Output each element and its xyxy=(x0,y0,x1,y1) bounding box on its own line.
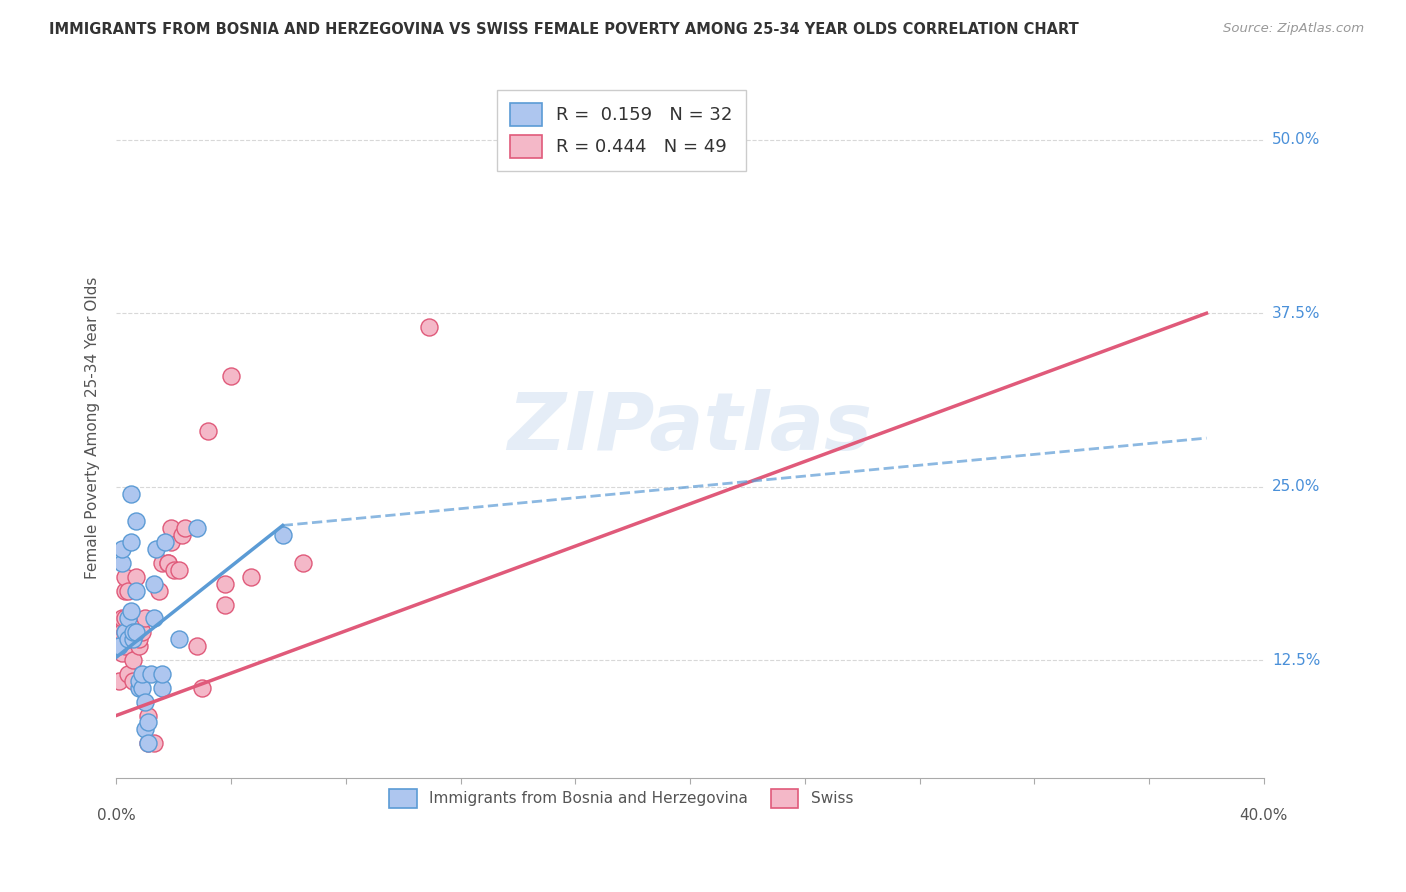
Point xyxy=(108,625,131,640)
Point xyxy=(125,514,148,528)
Point xyxy=(186,639,208,653)
Point xyxy=(163,563,186,577)
Point xyxy=(108,632,131,647)
Point xyxy=(111,542,134,557)
Point xyxy=(128,681,150,695)
Point xyxy=(117,666,139,681)
Point xyxy=(131,681,153,695)
Point xyxy=(136,736,159,750)
Point xyxy=(197,424,219,438)
Text: 0.0%: 0.0% xyxy=(97,808,135,823)
Point xyxy=(111,611,134,625)
Point xyxy=(136,715,159,730)
Point xyxy=(128,639,150,653)
Point xyxy=(111,625,134,640)
Point xyxy=(125,625,148,640)
Point xyxy=(114,570,136,584)
Point xyxy=(117,632,139,647)
Point xyxy=(120,486,142,500)
Point xyxy=(418,320,440,334)
Point xyxy=(191,681,214,695)
Point xyxy=(169,632,191,647)
Point xyxy=(169,563,191,577)
Point xyxy=(122,653,145,667)
Point xyxy=(114,611,136,625)
Point xyxy=(593,133,616,147)
Point xyxy=(114,625,136,640)
Text: 25.0%: 25.0% xyxy=(1272,479,1320,494)
Point xyxy=(114,583,136,598)
Point xyxy=(136,736,159,750)
Text: 50.0%: 50.0% xyxy=(1272,132,1320,147)
Point xyxy=(291,556,314,570)
Point xyxy=(159,521,181,535)
Point xyxy=(134,611,156,625)
Point xyxy=(240,570,263,584)
Point xyxy=(150,666,173,681)
Point xyxy=(122,625,145,640)
Point xyxy=(120,535,142,549)
Point xyxy=(122,673,145,688)
Text: IMMIGRANTS FROM BOSNIA AND HERZEGOVINA VS SWISS FEMALE POVERTY AMONG 25-34 YEAR : IMMIGRANTS FROM BOSNIA AND HERZEGOVINA V… xyxy=(49,22,1078,37)
Point xyxy=(186,521,208,535)
Point xyxy=(120,625,142,640)
Text: ZIPatlas: ZIPatlas xyxy=(508,389,873,467)
Point xyxy=(153,535,176,549)
Point xyxy=(114,639,136,653)
Point xyxy=(131,625,153,640)
Point xyxy=(108,639,131,653)
Point xyxy=(122,632,145,647)
Point xyxy=(117,583,139,598)
Point xyxy=(150,556,173,570)
Point xyxy=(142,611,165,625)
Point xyxy=(111,632,134,647)
Point xyxy=(172,528,194,542)
Text: 37.5%: 37.5% xyxy=(1272,306,1320,321)
Text: Source: ZipAtlas.com: Source: ZipAtlas.com xyxy=(1223,22,1364,36)
Point xyxy=(131,666,153,681)
Point xyxy=(156,556,179,570)
Point xyxy=(139,666,162,681)
Point xyxy=(271,528,294,542)
Point xyxy=(150,681,173,695)
Point xyxy=(117,611,139,625)
Text: 12.5%: 12.5% xyxy=(1272,653,1320,667)
Point xyxy=(148,583,170,598)
Point xyxy=(136,708,159,723)
Y-axis label: Female Poverty Among 25-34 Year Olds: Female Poverty Among 25-34 Year Olds xyxy=(86,277,100,579)
Point xyxy=(219,368,242,383)
Point xyxy=(125,625,148,640)
Point xyxy=(142,576,165,591)
Point xyxy=(108,639,131,653)
Point xyxy=(134,723,156,737)
Point xyxy=(125,583,148,598)
Legend: Immigrants from Bosnia and Herzegovina, Swiss: Immigrants from Bosnia and Herzegovina, … xyxy=(381,780,860,816)
Point xyxy=(156,556,179,570)
Point xyxy=(125,570,148,584)
Point xyxy=(214,598,236,612)
Point xyxy=(159,535,181,549)
Point xyxy=(128,632,150,647)
Point xyxy=(142,736,165,750)
Text: 40.0%: 40.0% xyxy=(1240,808,1288,823)
Point xyxy=(111,646,134,660)
Point xyxy=(120,605,142,619)
Point xyxy=(111,556,134,570)
Point xyxy=(114,625,136,640)
Point xyxy=(174,521,197,535)
Point xyxy=(128,673,150,688)
Point xyxy=(117,632,139,647)
Point xyxy=(108,673,131,688)
Point xyxy=(214,576,236,591)
Point xyxy=(134,695,156,709)
Point xyxy=(120,625,142,640)
Point xyxy=(145,542,167,557)
